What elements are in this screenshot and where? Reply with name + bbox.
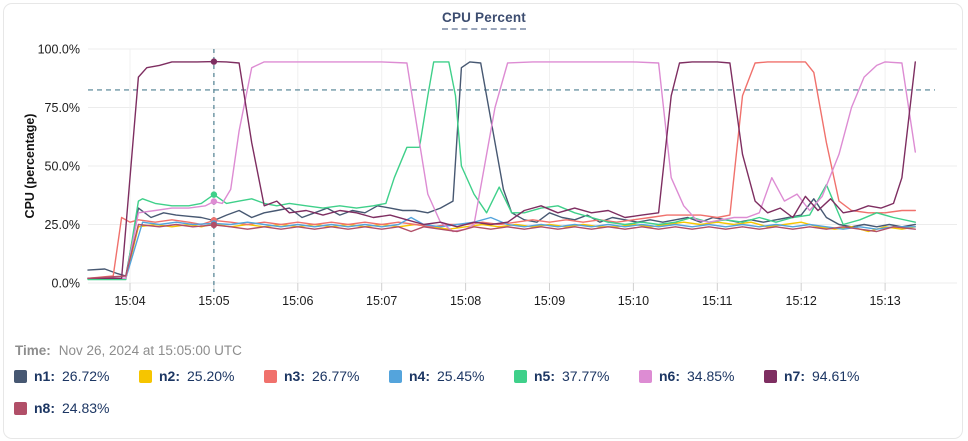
legend-series-value: 26.72%: [62, 368, 110, 384]
legend-series-value: 26.77%: [312, 368, 360, 384]
legend-series-name: n1:: [34, 368, 55, 384]
series-line-n6: [87, 61, 916, 279]
cursor-time-row: Time: Nov 26, 2024 at 15:05:00 UTC: [15, 343, 242, 358]
x-tick-label: 15:12: [786, 294, 817, 308]
legend-swatch: [14, 401, 27, 415]
legend-series-value: 94.61%: [812, 368, 860, 384]
legend-series-name: n6:: [659, 368, 680, 384]
y-axis-label: CPU (percentage): [23, 114, 37, 219]
y-tick-label: 100.0%: [38, 43, 80, 57]
legend-item-n2[interactable]: n2: 25.20%: [139, 368, 248, 384]
x-tick-label: 15:09: [534, 294, 565, 308]
legend-swatch: [389, 369, 402, 383]
legend-series-name: n5:: [534, 368, 555, 384]
x-tick-label: 15:07: [366, 294, 397, 308]
legend-series-name: n3:: [284, 368, 305, 384]
y-tick-label: 25.0%: [45, 218, 80, 232]
legend-series-name: n2:: [159, 368, 180, 384]
legend-series-value: 25.45%: [437, 368, 485, 384]
legend-item-n5[interactable]: n5: 37.77%: [514, 368, 623, 384]
legend-item-n7[interactable]: n7: 94.61%: [764, 368, 873, 384]
cursor-dot-n8: [210, 221, 218, 229]
legend-series-value: 24.83%: [62, 400, 110, 416]
x-tick-label: 15:08: [450, 294, 481, 308]
y-tick-label: 0.0%: [52, 277, 81, 291]
x-tick-label: 15:06: [282, 294, 313, 308]
legend-swatch: [514, 369, 527, 383]
legend-series-name: n8:: [34, 400, 55, 416]
cursor-dot-n5: [210, 191, 218, 198]
legend-series-value: 25.20%: [187, 368, 235, 384]
legend-swatch: [639, 369, 652, 383]
cursor-dot-n6: [210, 198, 218, 205]
legend-swatch: [764, 369, 777, 383]
cursor-dot-n7: [210, 58, 218, 65]
cpu-percent-chart[interactable]: 0.0% 25.0% 50.0% 75.0% 100.0% 15:04 15:05 15:06…: [0, 0, 968, 318]
x-tick-label: 15:13: [869, 294, 900, 308]
series-line-n7: [87, 60, 916, 279]
series-line-n2: [87, 221, 916, 279]
series-line-n8: [87, 223, 916, 279]
legend-item-n3[interactable]: n3: 26.77%: [264, 368, 373, 384]
series-line-n5: [87, 61, 916, 281]
x-tick-label: 15:10: [618, 294, 649, 308]
legend-swatch: [139, 369, 152, 383]
y-tick-label: 50.0%: [45, 160, 80, 174]
series-line-n3: [87, 61, 916, 279]
series-line-n4: [87, 216, 916, 279]
series-line-n1: [87, 61, 916, 277]
page-title: CPU Percent: [442, 10, 526, 30]
legend-series-value: 37.77%: [562, 368, 610, 384]
legend-swatch: [14, 369, 27, 383]
time-label: Time:: [15, 343, 51, 358]
x-tick-label: 15:05: [198, 294, 229, 308]
legend-item-n8[interactable]: n8: 24.83%: [14, 400, 123, 416]
legend: n1: 26.72% n2: 25.20% n3: 26.77% n4: 25.45% n5: 3…: [14, 368, 909, 416]
x-tick-label: 15:04: [114, 294, 145, 308]
legend-item-n1[interactable]: n1: 26.72%: [14, 368, 123, 384]
legend-series-name: n7:: [784, 368, 805, 384]
time-value: Nov 26, 2024 at 15:05:00 UTC: [58, 343, 242, 358]
x-tick-label: 15:11: [702, 294, 732, 308]
legend-series-value: 34.85%: [687, 368, 735, 384]
legend-item-n6[interactable]: n6: 34.85%: [639, 368, 748, 384]
legend-item-n4[interactable]: n4: 25.45%: [389, 368, 498, 384]
legend-series-name: n4:: [409, 368, 430, 384]
legend-swatch: [264, 369, 277, 383]
y-tick-label: 75.0%: [45, 101, 80, 115]
